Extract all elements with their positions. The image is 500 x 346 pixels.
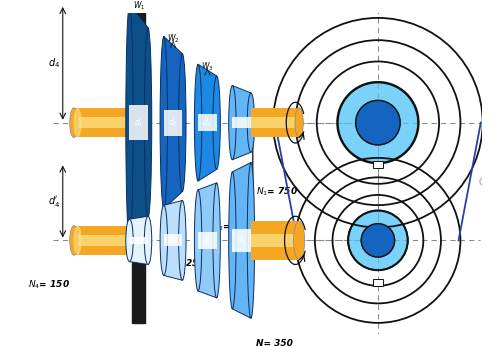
Bar xyxy=(164,110,182,136)
Polygon shape xyxy=(232,163,251,318)
Bar xyxy=(130,105,148,140)
Bar xyxy=(251,234,299,247)
Bar xyxy=(74,117,130,128)
Bar xyxy=(130,237,148,244)
Ellipse shape xyxy=(70,108,78,137)
Bar xyxy=(198,232,216,249)
Bar xyxy=(74,226,130,255)
Polygon shape xyxy=(198,64,216,181)
Text: $N_2$= 450: $N_2$= 450 xyxy=(212,220,254,233)
Bar xyxy=(132,0,145,323)
Text: $N_4$= 150: $N_4$= 150 xyxy=(28,279,70,291)
Ellipse shape xyxy=(194,190,202,291)
Text: $N_3$= 250: $N_3$= 250 xyxy=(164,257,206,270)
Bar xyxy=(164,234,182,246)
Ellipse shape xyxy=(247,163,254,318)
Ellipse shape xyxy=(213,183,220,298)
Text: $d_1$: $d_1$ xyxy=(134,116,143,129)
Circle shape xyxy=(356,100,400,145)
Text: $d_1'$: $d_1'$ xyxy=(237,234,246,247)
Circle shape xyxy=(348,210,408,271)
Bar xyxy=(251,108,299,137)
Ellipse shape xyxy=(74,226,82,255)
Polygon shape xyxy=(130,4,148,241)
Ellipse shape xyxy=(228,85,236,160)
Text: $d_3'$: $d_3'$ xyxy=(168,234,178,247)
Bar xyxy=(251,221,299,260)
Polygon shape xyxy=(198,183,216,298)
Ellipse shape xyxy=(178,54,186,192)
Bar xyxy=(74,108,130,137)
Text: $W_3$: $W_3$ xyxy=(201,60,213,73)
Bar xyxy=(232,117,251,128)
Text: $W_1$: $W_1$ xyxy=(132,0,145,12)
Bar xyxy=(232,229,251,252)
Ellipse shape xyxy=(74,108,82,137)
Polygon shape xyxy=(232,85,251,160)
Circle shape xyxy=(338,83,418,163)
Text: $d_2'$: $d_2'$ xyxy=(202,234,212,247)
Ellipse shape xyxy=(126,219,133,262)
Circle shape xyxy=(361,224,394,257)
Ellipse shape xyxy=(70,226,78,255)
Polygon shape xyxy=(130,216,148,264)
Bar xyxy=(198,114,216,131)
Ellipse shape xyxy=(144,28,152,218)
Polygon shape xyxy=(164,36,182,209)
Ellipse shape xyxy=(160,36,168,209)
Ellipse shape xyxy=(294,221,304,260)
Ellipse shape xyxy=(144,216,152,264)
Bar xyxy=(373,279,383,286)
Text: $d_4$: $d_4$ xyxy=(48,56,60,70)
Bar xyxy=(373,161,383,168)
Text: $N_1$= 750: $N_1$= 750 xyxy=(256,186,298,199)
Text: $d_2$: $d_2$ xyxy=(168,116,178,129)
Ellipse shape xyxy=(295,108,304,137)
Ellipse shape xyxy=(126,4,133,241)
Ellipse shape xyxy=(160,205,168,275)
Bar xyxy=(251,117,299,128)
Ellipse shape xyxy=(228,172,236,309)
Bar xyxy=(74,235,130,246)
Text: $d_3$: $d_3$ xyxy=(202,116,212,129)
Ellipse shape xyxy=(194,64,202,181)
Text: N= 350: N= 350 xyxy=(256,339,294,346)
Polygon shape xyxy=(164,201,182,280)
Ellipse shape xyxy=(247,93,254,152)
Text: $W_2$: $W_2$ xyxy=(167,32,179,45)
Text: a: a xyxy=(240,175,248,188)
Text: $d_4'$: $d_4'$ xyxy=(48,194,60,209)
Ellipse shape xyxy=(178,201,186,280)
Ellipse shape xyxy=(213,76,220,169)
